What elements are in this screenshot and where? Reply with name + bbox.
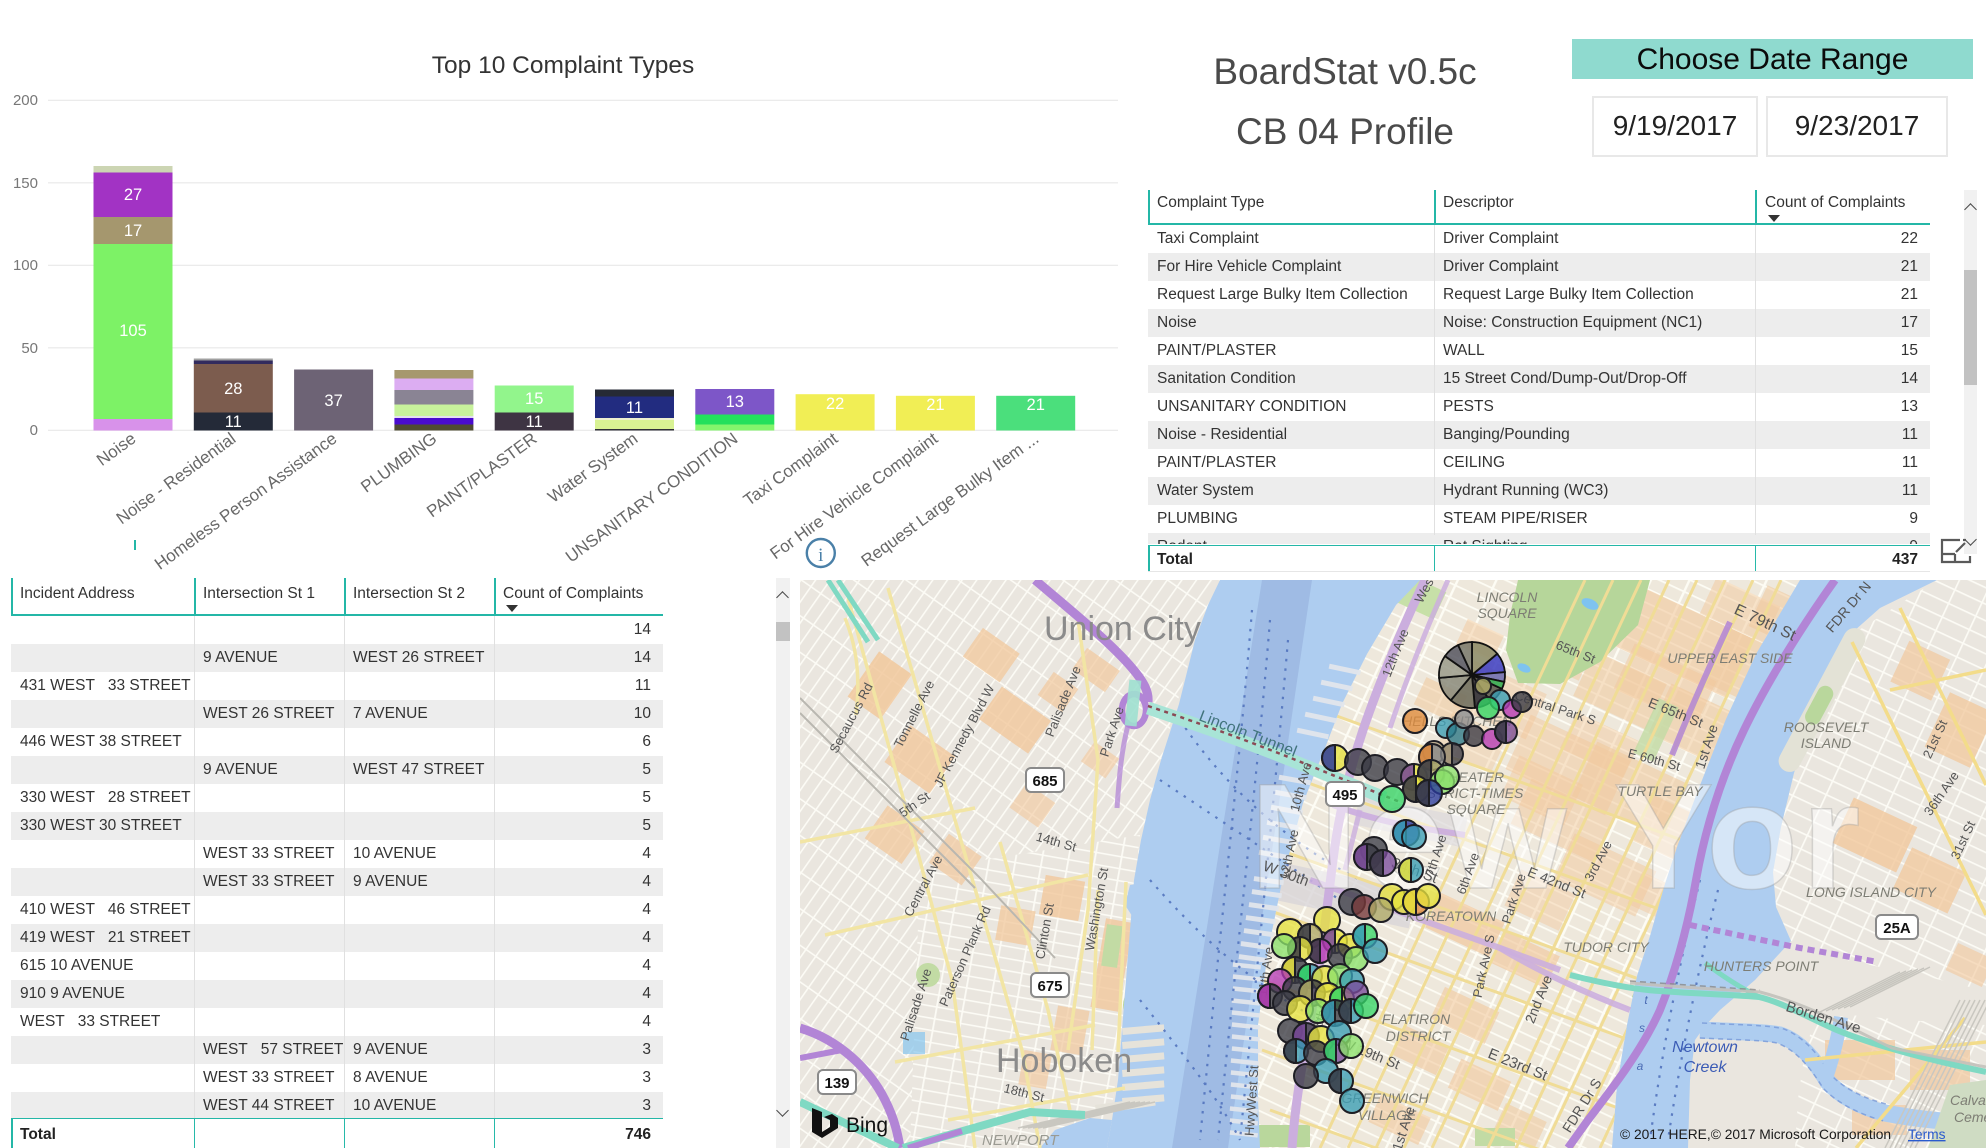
svg-text:495: 495: [1332, 787, 1357, 804]
svg-text:17: 17: [124, 222, 142, 240]
svg-text:For Hire Vehicle Complaint: For Hire Vehicle Complaint: [767, 429, 942, 563]
svg-text:HUNTERS POINT: HUNTERS POINT: [1704, 958, 1820, 974]
svg-text:LONG ISLAND CITY: LONG ISLAND CITY: [1806, 884, 1938, 900]
svg-text:© 2017 HERE,© 2017 Microsoft C: © 2017 HERE,© 2017 Microsoft Corporation: [1620, 1127, 1891, 1142]
svg-text:139: 139: [824, 1075, 849, 1092]
svg-text:Water System: Water System: [544, 429, 641, 507]
svg-text:Ceme: Ceme: [1954, 1109, 1986, 1125]
svg-text:Union City: Union City: [1044, 610, 1201, 648]
svg-text:TURTLE BAY: TURTLE BAY: [1617, 783, 1704, 799]
svg-text:11: 11: [225, 413, 242, 431]
svg-text:Hoboken: Hoboken: [996, 1042, 1132, 1080]
svg-text:PLUMBING: PLUMBING: [357, 429, 440, 497]
svg-text:Homeless Person Assistance: Homeless Person Assistance: [151, 429, 340, 574]
svg-text:UNSANITARY CONDITION: UNSANITARY CONDITION: [562, 429, 741, 567]
svg-text:SQUARE: SQUARE: [1446, 801, 1506, 817]
svg-text:ROOSEVELT: ROOSEVELT: [1784, 719, 1870, 735]
svg-text:21: 21: [926, 396, 944, 414]
svg-text:37: 37: [324, 392, 342, 410]
svg-text:Taxi Complaint: Taxi Complaint: [740, 429, 842, 510]
svg-text:KOREATOWN: KOREATOWN: [1406, 908, 1497, 924]
svg-text:Calva: Calva: [1950, 1092, 1986, 1108]
svg-text:Terms: Terms: [1908, 1127, 1946, 1142]
svg-text:28: 28: [224, 380, 242, 398]
svg-text:200: 200: [13, 92, 38, 109]
svg-text:27: 27: [124, 186, 142, 204]
svg-text:Request Large Bulky Item ...: Request Large Bulky Item ...: [858, 429, 1043, 570]
svg-text:0: 0: [30, 422, 38, 439]
svg-text:Noise: Noise: [93, 429, 139, 470]
svg-text:ISLAND: ISLAND: [1801, 735, 1852, 751]
svg-text:Bing: Bing: [846, 1114, 888, 1137]
svg-text:22: 22: [826, 395, 844, 413]
svg-text:VILLAGE: VILLAGE: [1358, 1107, 1417, 1123]
svg-text:Top 10 Complaint Types: Top 10 Complaint Types: [432, 52, 694, 79]
svg-text:i: i: [818, 545, 823, 566]
svg-text:DISTRICT: DISTRICT: [1386, 1028, 1452, 1044]
svg-text:25A: 25A: [1883, 920, 1911, 937]
svg-text:11: 11: [626, 399, 643, 417]
svg-text:LINCOLN: LINCOLN: [1477, 589, 1539, 605]
svg-text:UPPER EAST SIDE: UPPER EAST SIDE: [1667, 650, 1793, 666]
svg-text:Creek: Creek: [1684, 1059, 1728, 1076]
svg-text:50: 50: [21, 340, 38, 357]
svg-text:TUDOR CITY: TUDOR CITY: [1563, 939, 1650, 955]
svg-text:SQUARE: SQUARE: [1477, 605, 1537, 621]
svg-text:a: a: [1637, 1059, 1644, 1073]
svg-text:Newtown: Newtown: [1672, 1039, 1738, 1056]
svg-text:21: 21: [1027, 396, 1045, 414]
svg-text:675: 675: [1037, 978, 1062, 995]
svg-text:NEWPORT: NEWPORT: [982, 1132, 1060, 1148]
svg-text:FLATIRON: FLATIRON: [1382, 1011, 1451, 1027]
svg-text:PAINT/PLASTER: PAINT/PLASTER: [423, 429, 540, 521]
svg-text:s: s: [1639, 1021, 1645, 1035]
svg-text:11: 11: [526, 413, 543, 431]
svg-text:100: 100: [13, 257, 38, 274]
svg-text:t: t: [1644, 993, 1648, 1007]
svg-text:105: 105: [119, 322, 147, 340]
svg-text:685: 685: [1032, 773, 1057, 790]
svg-text:13: 13: [726, 393, 744, 411]
svg-text:150: 150: [13, 175, 38, 192]
svg-text:HwyWest St: HwyWest St: [1242, 1065, 1262, 1137]
svg-text:15: 15: [525, 390, 543, 408]
